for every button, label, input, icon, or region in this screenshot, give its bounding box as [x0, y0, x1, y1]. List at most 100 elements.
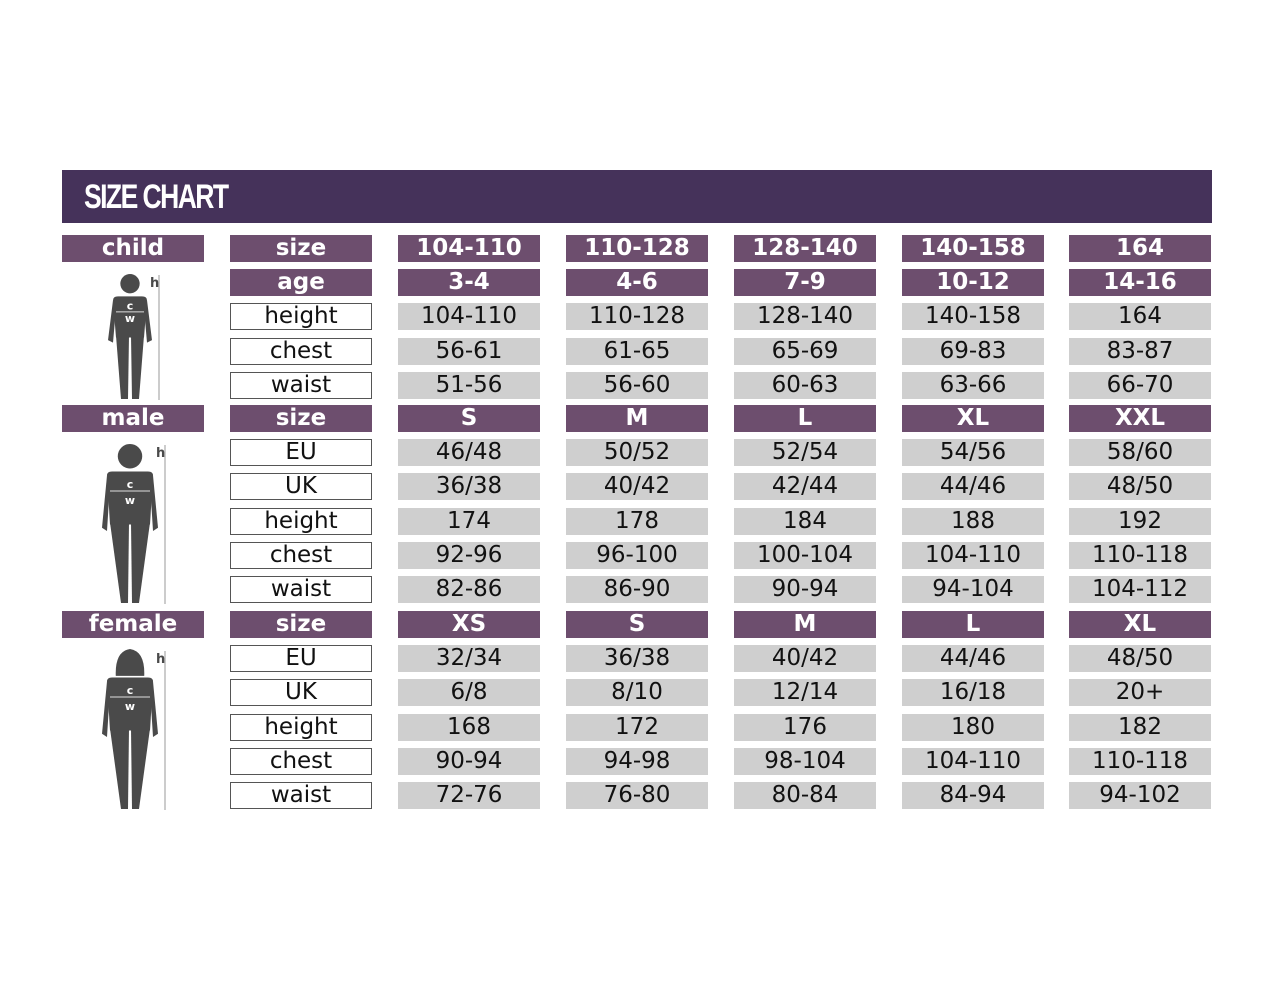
group-label-female: female [62, 611, 204, 638]
row-label-uk: UK [230, 473, 372, 500]
table-cell: 192 [1069, 508, 1211, 535]
male-silhouette-icon: h cw [102, 444, 166, 604]
table-cell: 63-66 [902, 372, 1044, 399]
column-header: L [734, 405, 876, 432]
svg-text:c: c [127, 478, 134, 491]
svg-text:w: w [125, 312, 135, 325]
table-cell: 48/50 [1069, 473, 1211, 500]
table-cell: 48/50 [1069, 645, 1211, 672]
table-cell: 180 [902, 714, 1044, 741]
table-cell: 84-94 [902, 782, 1044, 809]
table-cell: 44/46 [902, 645, 1044, 672]
row-label-height: height [230, 508, 372, 535]
female-silhouette-icon: h cw [102, 649, 166, 810]
column-header: M [734, 611, 876, 638]
table-cell: 12/14 [734, 679, 876, 706]
table-cell: 94-104 [902, 576, 1044, 603]
table-cell: 100-104 [734, 542, 876, 569]
table-cell: 104-110 [398, 303, 540, 330]
row-label-height: height [230, 714, 372, 741]
row-label-chest: chest [230, 542, 372, 569]
column-header: 10-12 [902, 269, 1044, 296]
table-cell: 20+ [1069, 679, 1211, 706]
table-cell: 140-158 [902, 303, 1044, 330]
column-header: S [398, 405, 540, 432]
table-cell: 110-128 [566, 303, 708, 330]
table-cell: 94-98 [566, 748, 708, 775]
table-cell: 178 [566, 508, 708, 535]
row-label-waist: waist [230, 576, 372, 603]
column-header: S [566, 611, 708, 638]
table-cell: 65-69 [734, 338, 876, 365]
table-cell: 50/52 [566, 439, 708, 466]
row-label-size: size [230, 405, 372, 432]
row-label-chest: chest [230, 338, 372, 365]
table-cell: 61-65 [566, 338, 708, 365]
table-cell: 188 [902, 508, 1044, 535]
table-cell: 54/56 [902, 439, 1044, 466]
table-cell: 80-84 [734, 782, 876, 809]
title-bar: SIZE CHART [62, 170, 1212, 223]
svg-text:c: c [127, 299, 134, 312]
table-cell: 6/8 [398, 679, 540, 706]
column-header: 4-6 [566, 269, 708, 296]
table-cell: 36/38 [398, 473, 540, 500]
svg-text:h: h [150, 276, 159, 291]
row-label-height: height [230, 303, 372, 330]
table-cell: 182 [1069, 714, 1211, 741]
table-cell: 52/54 [734, 439, 876, 466]
column-header: 140-158 [902, 235, 1044, 262]
group-label-male: male [62, 405, 204, 432]
svg-text:h: h [156, 446, 165, 461]
table-cell: 40/42 [566, 473, 708, 500]
table-cell: 90-94 [398, 748, 540, 775]
group-label-child: child [62, 235, 204, 262]
table-cell: 168 [398, 714, 540, 741]
table-cell: 92-96 [398, 542, 540, 569]
table-cell: 8/10 [566, 679, 708, 706]
row-label-eu: EU [230, 439, 372, 466]
table-cell: 104-112 [1069, 576, 1211, 603]
table-cell: 32/34 [398, 645, 540, 672]
row-label-uk: UK [230, 679, 372, 706]
column-header: 104-110 [398, 235, 540, 262]
table-cell: 94-102 [1069, 782, 1211, 809]
row-label-size: size [230, 235, 372, 262]
row-label-chest: chest [230, 748, 372, 775]
table-cell: 44/46 [902, 473, 1044, 500]
table-cell: 58/60 [1069, 439, 1211, 466]
column-header: XS [398, 611, 540, 638]
table-cell: 98-104 [734, 748, 876, 775]
table-cell: 16/18 [902, 679, 1044, 706]
table-cell: 66-70 [1069, 372, 1211, 399]
column-header: XL [1069, 611, 1211, 638]
table-cell: 60-63 [734, 372, 876, 399]
table-cell: 42/44 [734, 473, 876, 500]
table-cell: 56-60 [566, 372, 708, 399]
table-cell: 86-90 [566, 576, 708, 603]
table-cell: 36/38 [566, 645, 708, 672]
table-cell: 104-110 [902, 748, 1044, 775]
table-cell: 72-76 [398, 782, 540, 809]
svg-text:w: w [125, 700, 135, 713]
table-cell: 104-110 [902, 542, 1044, 569]
row-label-eu: EU [230, 645, 372, 672]
svg-text:c: c [127, 684, 134, 697]
table-cell: 110-118 [1069, 542, 1211, 569]
table-cell: 46/48 [398, 439, 540, 466]
table-cell: 110-118 [1069, 748, 1211, 775]
table-cell: 76-80 [566, 782, 708, 809]
table-cell: 90-94 [734, 576, 876, 603]
column-header: M [566, 405, 708, 432]
table-cell: 128-140 [734, 303, 876, 330]
row-label-waist: waist [230, 782, 372, 809]
page-title: SIZE CHART [84, 178, 229, 216]
table-cell: 184 [734, 508, 876, 535]
table-cell: 174 [398, 508, 540, 535]
table-cell: 176 [734, 714, 876, 741]
table-cell: 56-61 [398, 338, 540, 365]
column-header: XL [902, 405, 1044, 432]
table-cell: 82-86 [398, 576, 540, 603]
table-cell: 172 [566, 714, 708, 741]
row-label-waist: waist [230, 372, 372, 399]
